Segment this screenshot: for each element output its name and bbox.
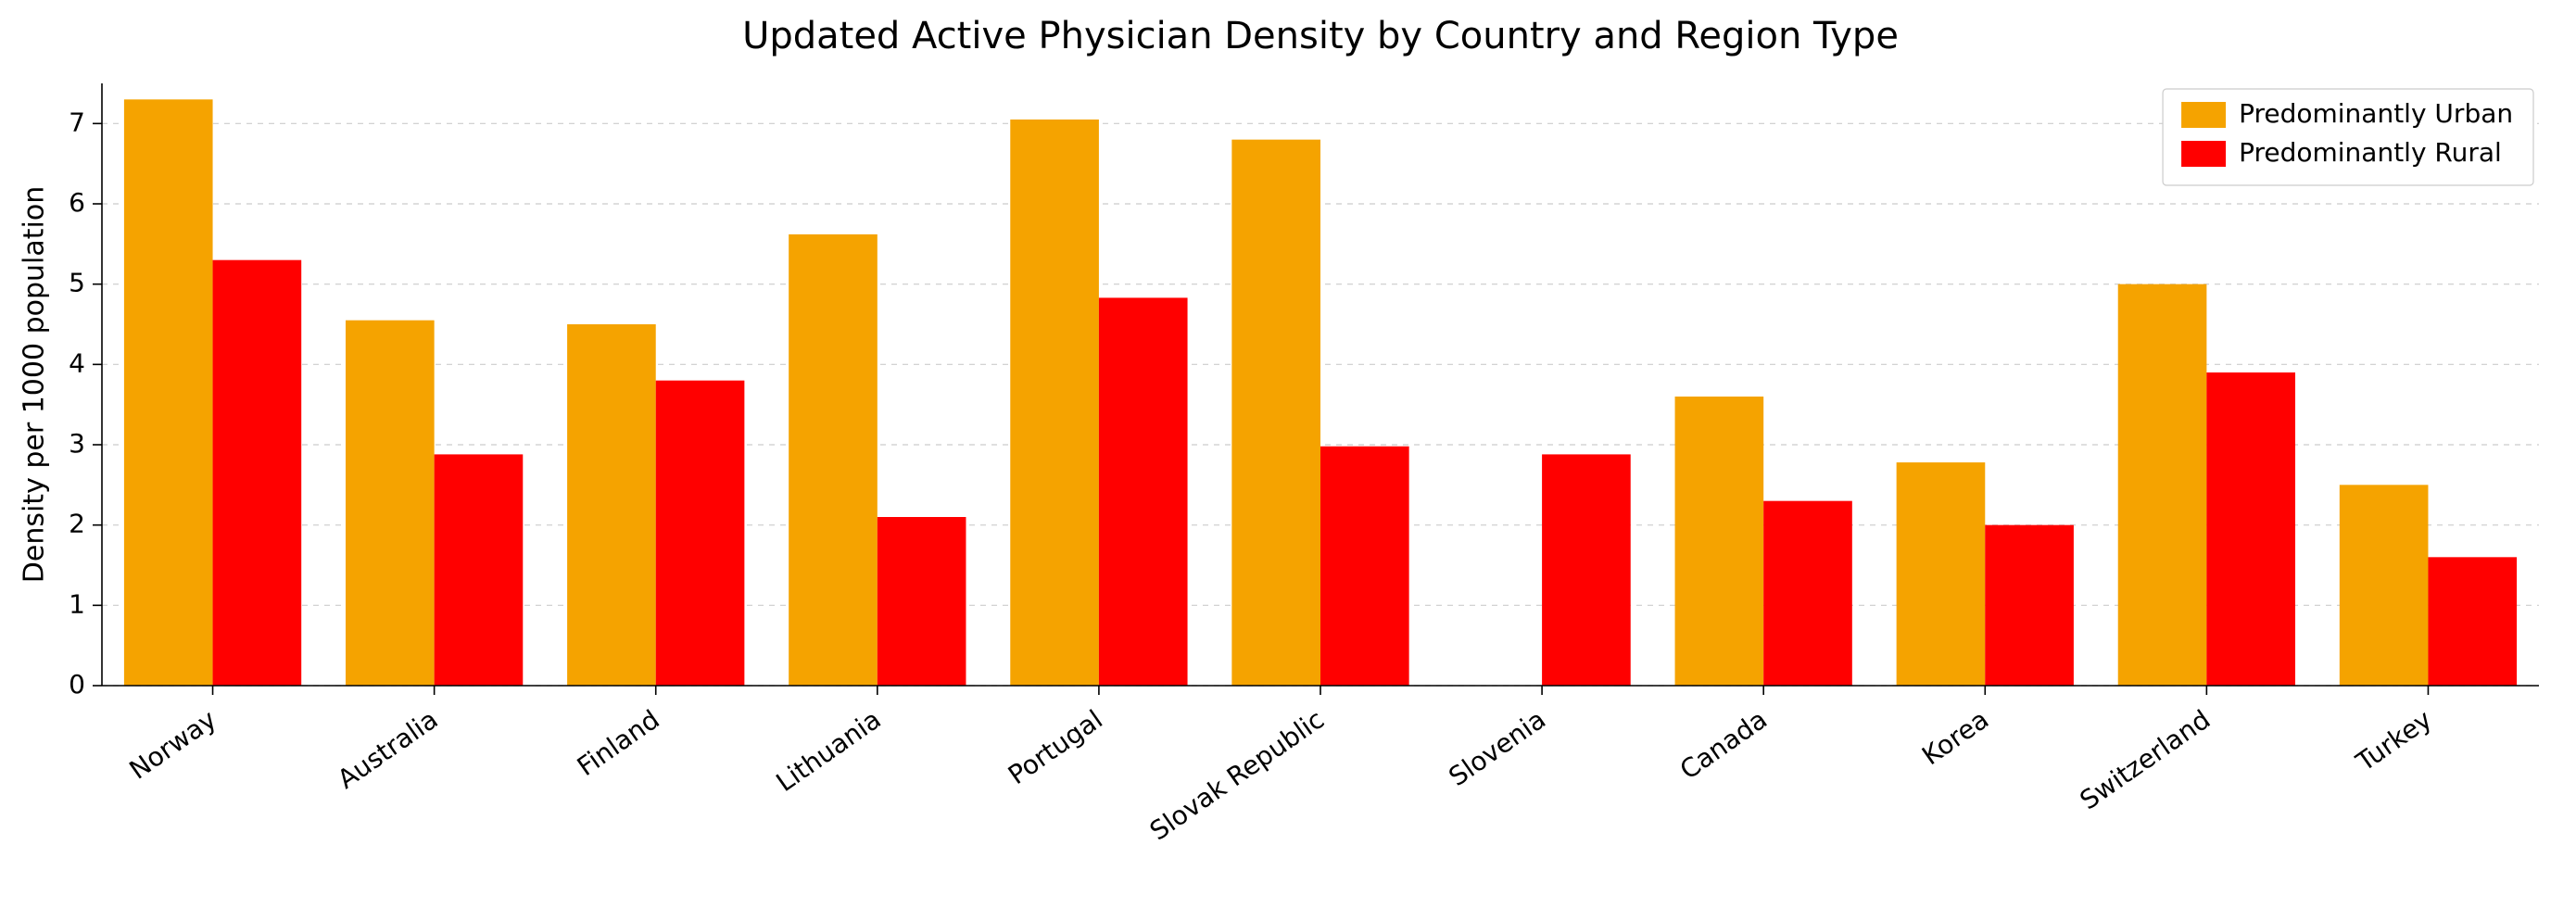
bar (567, 324, 656, 686)
y-tick-label: 7 (69, 107, 85, 137)
bar (1099, 297, 1188, 686)
chart-container: 01234567NorwayAustraliaFinlandLithuaniaP… (0, 0, 2576, 908)
bar (1320, 447, 1409, 686)
bar (656, 381, 745, 686)
bar (2206, 372, 2295, 686)
y-tick-label: 0 (69, 669, 85, 700)
legend: Predominantly Urban Predominantly Rural (2163, 89, 2533, 185)
bar (1675, 397, 1764, 686)
bar (1542, 454, 1631, 686)
bar (2118, 284, 2207, 686)
legend-label: Predominantly Rural (2239, 137, 2502, 168)
y-tick-label: 5 (69, 268, 85, 298)
y-tick-label: 6 (69, 187, 85, 218)
bar (1763, 501, 1852, 686)
bar (1985, 525, 2074, 686)
bar (1010, 120, 1099, 686)
bar (2340, 485, 2429, 686)
bar (213, 260, 302, 686)
bar (1897, 462, 1986, 686)
legend-swatch (2181, 102, 2226, 128)
y-tick-label: 2 (69, 509, 85, 539)
legend-swatch (2181, 141, 2226, 167)
chart-svg: 01234567NorwayAustraliaFinlandLithuaniaP… (0, 0, 2576, 908)
chart-title: Updated Active Physician Density by Coun… (742, 15, 1899, 57)
y-tick-label: 4 (69, 347, 85, 378)
bar (346, 321, 435, 686)
y-axis-label: Density per 1000 population (19, 186, 51, 583)
bar (878, 517, 966, 686)
y-tick-label: 1 (69, 588, 85, 619)
bar (1231, 140, 1320, 686)
bar (789, 234, 878, 686)
y-tick-label: 3 (69, 428, 85, 459)
bar (2428, 557, 2517, 686)
legend-label: Predominantly Urban (2239, 98, 2513, 129)
bar (435, 454, 524, 686)
bar (124, 99, 213, 686)
